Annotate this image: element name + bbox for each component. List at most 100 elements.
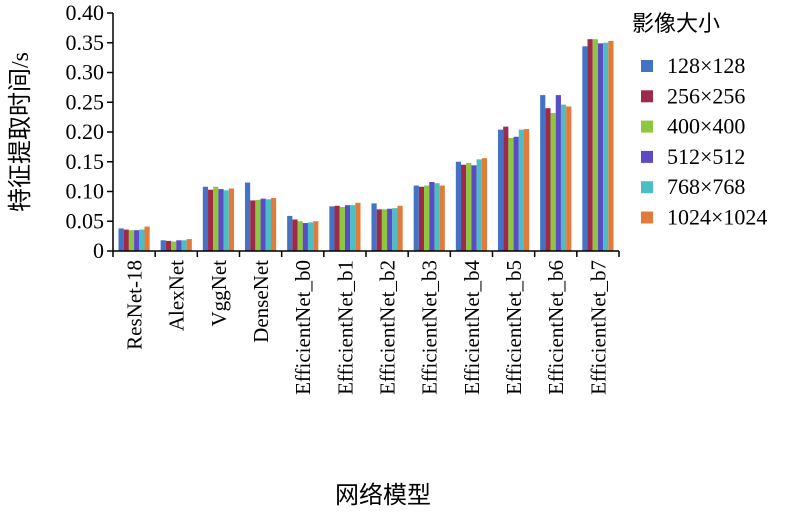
bar-EfficientNet_b7-400×400: [592, 39, 598, 252]
category-label: DenseNet: [249, 260, 273, 343]
bar-EfficientNet_b6-1024×1024: [566, 106, 572, 251]
bar-EfficientNet_b7-768×768: [603, 42, 609, 251]
bar-EfficientNet_b7-1024×1024: [608, 40, 614, 251]
bar-EfficientNet_b0-512×512: [302, 223, 308, 251]
category-label: EfficientNet_b4: [460, 260, 484, 395]
category-label: EfficientNet_b7: [586, 260, 610, 395]
bar-EfficientNet_b1-128×128: [329, 206, 335, 252]
bar-EfficientNet_b6-512×512: [555, 95, 561, 251]
bar-EfficientNet_b4-768×768: [476, 159, 482, 251]
bar-EfficientNet_b3-128×128: [413, 185, 419, 251]
bar-EfficientNet_b4-512×512: [471, 165, 477, 251]
legend-swatch: [641, 150, 653, 163]
bar-EfficientNet_b5-512×512: [513, 136, 519, 251]
category-label: AlexNet: [165, 260, 189, 331]
bar-EfficientNet_b1-512×512: [344, 205, 351, 251]
bar-EfficientNet_b3-1024×1024: [439, 185, 445, 251]
y-tick-label: 0.20: [66, 119, 105, 144]
category-label: EfficientNet_b2: [375, 260, 399, 395]
bar-EfficientNet_b6-400×400: [550, 112, 556, 252]
bar-EfficientNet_b2-128×128: [371, 203, 377, 251]
bar-ResNet-18-128×128: [118, 228, 124, 251]
bar-EfficientNet_b7-128×128: [582, 46, 588, 251]
bar-EfficientNet_b5-128×128: [497, 129, 504, 251]
bar-EfficientNet_b6-256×256: [545, 108, 551, 251]
legend-label: 128×128: [667, 53, 745, 78]
bar-EfficientNet_b5-256×256: [503, 126, 509, 251]
bar-AlexNet-1024×1024: [186, 239, 192, 251]
legend-label: 1024×1024: [667, 205, 767, 230]
bar-EfficientNet_b0-768×768: [307, 222, 314, 251]
bar-VggNet-256×256: [208, 189, 214, 251]
bars-group: [118, 39, 614, 252]
bar-EfficientNet_b2-768×768: [392, 208, 398, 251]
bar-EfficientNet_b4-128×128: [455, 161, 462, 251]
bar-EfficientNet_b6-128×128: [540, 95, 546, 251]
bar-DenseNet-256×256: [250, 200, 256, 251]
category-label: ResNet-18: [122, 260, 146, 350]
bar-DenseNet-128×128: [244, 182, 251, 251]
bar-EfficientNet_b1-1024×1024: [355, 202, 361, 251]
bar-EfficientNet_b4-256×256: [461, 164, 467, 251]
bar-ResNet-18-512×512: [134, 230, 140, 251]
bar-DenseNet-768×768: [265, 199, 271, 251]
legend-label: 400×400: [667, 114, 745, 139]
bar-EfficientNet_b5-1024×1024: [523, 129, 530, 251]
category-label: EfficientNet_b5: [502, 260, 526, 395]
category-label: EfficientNet_b6: [544, 260, 568, 395]
bar-AlexNet-512×512: [176, 240, 182, 251]
category-labels-group: ResNet-18 AlexNet VggNet DenseNet EfficientN…: [112, 251, 620, 395]
legend-swatch: [641, 90, 653, 103]
bar-DenseNet-1024×1024: [270, 198, 277, 251]
bar-DenseNet-400×400: [255, 199, 261, 251]
bar-DenseNet-512×512: [260, 198, 266, 251]
legend-swatch: [641, 120, 653, 133]
bar-EfficientNet_b4-400×400: [466, 162, 472, 251]
y-tick-label: 0.15: [66, 149, 105, 174]
bar-ResNet-18-400×400: [128, 230, 135, 251]
bar-VggNet-512×512: [218, 189, 224, 251]
bar-EfficientNet_b7-256×256: [587, 39, 593, 252]
bar-EfficientNet_b0-400×400: [297, 221, 303, 251]
legend-label: 256×256: [667, 83, 745, 108]
y-tick-label: 0.10: [66, 179, 105, 204]
y-ticks-group: 0 0.05 0.10 0.15 0.20 0.25 0.30 0.35 0.40: [66, 0, 113, 263]
bar-EfficientNet_b1-768×768: [350, 205, 356, 251]
x-axis-title: 网络模型: [335, 482, 431, 509]
bar-AlexNet-768×768: [181, 240, 187, 251]
bar-EfficientNet_b1-400×400: [339, 206, 345, 251]
category-label: EfficientNet_b3: [418, 260, 442, 395]
bar-VggNet-768×768: [223, 190, 229, 251]
y-tick-label: 0.30: [66, 60, 105, 85]
legend-label: 512×512: [667, 144, 745, 169]
legend-swatch: [641, 181, 653, 194]
y-tick-label: 0.35: [66, 30, 105, 55]
bar-EfficientNet_b1-256×256: [334, 205, 340, 251]
bar-AlexNet-400×400: [171, 241, 177, 251]
bar-EfficientNet_b3-256×256: [418, 186, 425, 251]
bar-EfficientNet_b0-1024×1024: [313, 221, 319, 251]
bar-EfficientNet_b2-256×256: [376, 209, 382, 251]
bar-AlexNet-128×128: [160, 240, 166, 251]
bar-EfficientNet_b3-400×400: [424, 185, 430, 251]
bar-EfficientNet_b2-512×512: [387, 208, 393, 251]
bar-EfficientNet_b5-768×768: [518, 129, 524, 251]
bar-ResNet-18-768×768: [139, 229, 145, 251]
bar-EfficientNet_b3-512×512: [429, 181, 435, 251]
bar-AlexNet-256×256: [165, 240, 172, 251]
bar-EfficientNet_b2-400×400: [381, 209, 388, 251]
bar-VggNet-128×128: [202, 186, 209, 251]
bar-EfficientNet_b5-400×400: [508, 137, 514, 251]
y-axis-title: 特征提取时间/s: [7, 52, 34, 212]
legend-swatch: [641, 211, 653, 224]
bar-EfficientNet_b4-1024×1024: [481, 158, 488, 251]
legend-title: 影像大小: [632, 11, 720, 36]
legend-swatch: [641, 60, 653, 72]
bar-EfficientNet_b0-256×256: [292, 219, 298, 251]
legend: 影像大小 128×128 256×256 400×400 512×512 768×768…: [632, 11, 767, 230]
category-label: EfficientNet_b1: [333, 260, 357, 395]
category-label: EfficientNet_b0: [291, 260, 315, 395]
legend-label: 768×768: [667, 174, 745, 199]
bar-EfficientNet_b6-768×768: [560, 104, 567, 251]
